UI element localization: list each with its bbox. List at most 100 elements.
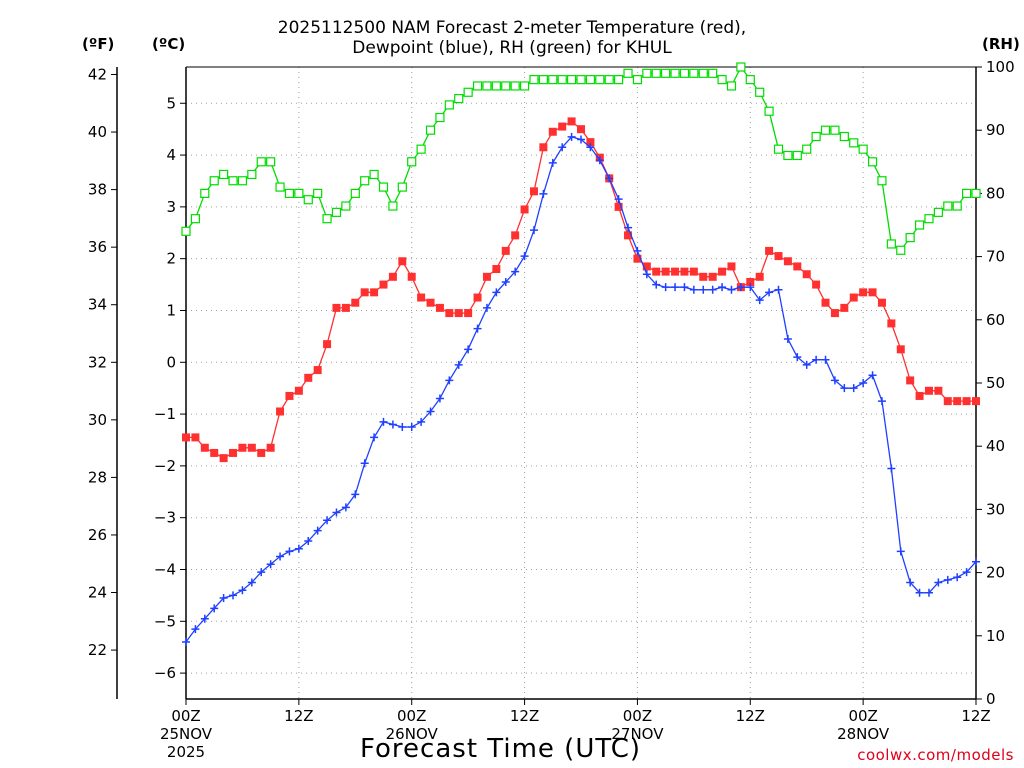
rh-point — [933, 207, 943, 217]
rh-point — [585, 75, 596, 85]
dewpoint-point — [285, 547, 294, 556]
temperature-point — [464, 309, 473, 318]
temperature-point — [868, 288, 877, 297]
dewpoint-point — [426, 407, 435, 416]
temperature-point — [351, 298, 360, 307]
dewpoint-point — [727, 285, 736, 294]
temperature-point — [276, 407, 285, 416]
temperature-point — [426, 298, 435, 307]
rh-point — [463, 87, 473, 97]
temperature-point — [398, 257, 407, 266]
rh-point — [576, 75, 586, 85]
rh-point — [670, 68, 680, 78]
temperature-point — [304, 373, 313, 382]
rh-point — [867, 157, 878, 167]
dewpoint-point — [595, 156, 604, 165]
temperature-point — [473, 293, 482, 302]
rh-point — [284, 188, 295, 198]
dewpoint-point — [407, 423, 416, 432]
temperature-point — [614, 202, 623, 211]
dewpoint-point — [614, 195, 623, 204]
temperature-point — [501, 246, 510, 255]
temperature-point — [953, 397, 962, 406]
temperature-point — [182, 433, 190, 442]
dewpoint-point — [294, 544, 303, 553]
dewpoint-point — [896, 547, 905, 556]
rh-point — [303, 195, 313, 205]
rh-point — [971, 188, 981, 198]
dewpoint-point — [219, 593, 228, 602]
temperature-point — [332, 303, 341, 312]
rh-point — [369, 169, 379, 180]
dewpoint-point — [934, 578, 943, 587]
dewpoint-point — [182, 638, 190, 647]
dewpoint-point — [774, 285, 783, 294]
rh-tick-label: 90 — [986, 121, 1005, 139]
fahrenheit-tick-label: 38 — [88, 181, 107, 199]
celsius-tick-label: −4 — [154, 560, 176, 578]
rh-point — [548, 75, 558, 85]
dewpoint-point — [642, 270, 651, 279]
dewpoint-point — [247, 578, 256, 587]
fahrenheit-tick-label: 36 — [88, 238, 107, 256]
celsius-tick-label: −2 — [154, 457, 176, 475]
grid-lines — [186, 67, 976, 699]
temperature-line — [186, 120, 976, 459]
rh-tick-label: 80 — [986, 184, 1005, 202]
rh-point — [661, 68, 671, 78]
temperature-point — [370, 288, 379, 297]
temperature-point — [699, 272, 708, 281]
temperature-point — [812, 280, 821, 289]
dewpoint-point — [859, 379, 868, 387]
rh-point — [501, 81, 511, 91]
rh-point — [331, 207, 342, 217]
dewpoint-point — [558, 143, 567, 152]
rh-point — [266, 157, 276, 167]
rh-point — [755, 87, 765, 97]
chart-title-line-1: 2025112500 NAM Forecast 2-meter Temperat… — [277, 18, 747, 38]
rh-point — [783, 150, 793, 161]
dewpoint-point — [962, 568, 971, 577]
rh-point — [943, 201, 953, 211]
dewpoint-point — [529, 226, 538, 235]
dewpoint-point — [313, 526, 322, 535]
dewpoint-point — [821, 355, 830, 364]
rh-point — [510, 81, 520, 91]
dewpoint-point — [200, 614, 209, 623]
dewpoint-point — [924, 588, 933, 597]
dewpoint-point — [671, 283, 680, 292]
dewpoint-point — [539, 189, 548, 198]
temperature-point — [454, 309, 463, 318]
dewpoint-point — [661, 283, 670, 292]
temperature-point — [341, 303, 350, 312]
dewpoint-point — [492, 288, 501, 297]
dewpoint-point — [435, 394, 444, 403]
chart-title-line-2: Dewpoint (blue), RH (green) for KHUL — [352, 38, 672, 58]
rh-point — [651, 68, 661, 78]
temperature-point — [247, 443, 256, 452]
rh-unit-label: (RH) — [982, 35, 1020, 53]
temperature-point — [257, 448, 266, 457]
x-tick-label: 12Z — [284, 707, 313, 725]
dewpoint-point — [388, 420, 397, 429]
dewpoint-point — [464, 345, 473, 354]
celsius-unit-label: (ºC) — [152, 35, 186, 53]
celsius-tick-label: −1 — [154, 405, 176, 423]
rh-point — [247, 169, 257, 180]
dewpoint-point — [633, 246, 642, 255]
dewpoint-point — [323, 516, 332, 525]
rh-point — [397, 182, 407, 192]
dewpoint-point — [915, 588, 924, 597]
x-tick-label: 12Z — [961, 707, 990, 725]
temperature-point — [840, 303, 849, 312]
temperature-point — [689, 267, 698, 276]
dewpoint-point — [802, 360, 811, 369]
rh-point — [181, 226, 191, 236]
dewpoint-point — [830, 376, 839, 385]
temperature-point — [821, 298, 830, 307]
rh-point — [407, 157, 417, 167]
temperature-point — [482, 272, 491, 281]
dewpoint-point — [276, 552, 285, 561]
site-credit: coolwx.com/models — [857, 746, 1014, 764]
